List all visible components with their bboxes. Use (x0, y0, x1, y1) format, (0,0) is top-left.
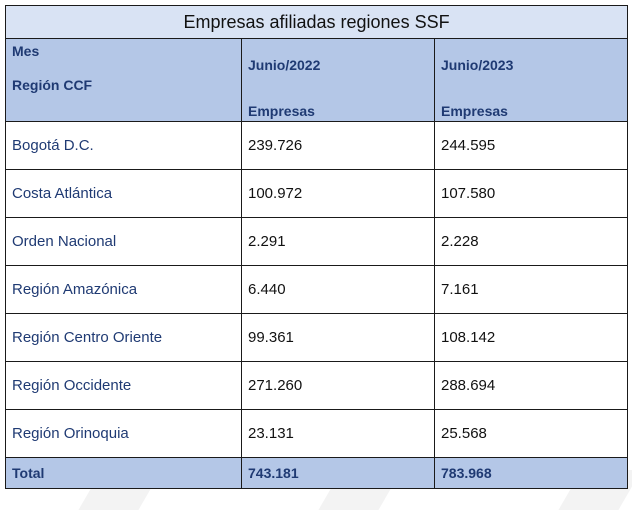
table-title: Empresas afiliadas regiones SSF (4, 5, 629, 39)
table-container: Empresas afiliadas regiones SSF Mes Juni… (4, 5, 629, 489)
metric-2022: Empresas (241, 73, 435, 122)
value-2023-cell: 2.228 (433, 217, 629, 266)
empresas-table: Empresas afiliadas regiones SSF Mes Juni… (4, 5, 629, 489)
table-row: Región Centro Oriente 99.361 108.142 (5, 313, 629, 362)
value-2023-cell: 108.142 (433, 313, 629, 362)
value-2022-cell: 100.972 (241, 169, 435, 218)
value-2022-cell: 23.131 (241, 409, 435, 458)
region-cell: Orden Nacional (5, 217, 242, 266)
region-cell: Región Occidente (5, 361, 242, 410)
total-2023: 783.968 (433, 457, 629, 489)
metric-2023: Empresas (433, 73, 629, 122)
region-label: Región CCF (5, 73, 242, 122)
table-row: Costa Atlántica 100.972 107.580 (5, 169, 629, 218)
value-2022-cell: 239.726 (241, 121, 435, 170)
value-2022-cell: 2.291 (241, 217, 435, 266)
table-row: Orden Nacional 2.291 2.228 (5, 217, 629, 266)
mes-label: Mes (5, 38, 242, 73)
region-cell: Región Centro Oriente (5, 313, 242, 362)
period-2022: Junio/2022 (241, 38, 435, 73)
table-row: Región Occidente 271.260 288.694 (5, 361, 629, 410)
total-row: Total 743.181 783.968 (5, 457, 629, 489)
total-2022: 743.181 (241, 457, 435, 489)
table-row: Región Amazónica 6.440 7.161 (5, 265, 629, 314)
total-label: Total (5, 457, 242, 489)
period-2023: Junio/2023 (433, 38, 629, 73)
value-2023-cell: 107.580 (433, 169, 629, 218)
value-2023-cell: 25.568 (433, 409, 629, 458)
value-2023-cell: 288.694 (433, 361, 629, 410)
region-cell: Costa Atlántica (5, 169, 242, 218)
table-row: Bogotá D.C. 239.726 244.595 (5, 121, 629, 170)
value-2023-cell: 7.161 (433, 265, 629, 314)
value-2022-cell: 271.260 (241, 361, 435, 410)
region-cell: Región Amazónica (5, 265, 242, 314)
header-row-metric: Región CCF Empresas Empresas (5, 73, 629, 122)
region-cell: Bogotá D.C. (5, 121, 242, 170)
value-2022-cell: 99.361 (241, 313, 435, 362)
value-2022-cell: 6.440 (241, 265, 435, 314)
value-2023-cell: 244.595 (433, 121, 629, 170)
table-title-row: Empresas afiliadas regiones SSF (4, 5, 629, 39)
table-row: Región Orinoquia 23.131 25.568 (5, 409, 629, 458)
region-cell: Región Orinoquia (5, 409, 242, 458)
header-row-period: Mes Junio/2022 Junio/2023 (5, 38, 629, 73)
